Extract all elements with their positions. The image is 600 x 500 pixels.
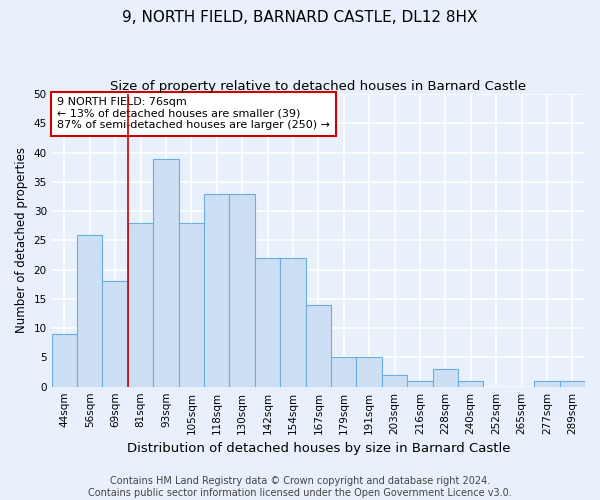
X-axis label: Distribution of detached houses by size in Barnard Castle: Distribution of detached houses by size … — [127, 442, 510, 455]
Bar — [560, 381, 585, 386]
Bar — [153, 158, 179, 386]
Bar — [204, 194, 229, 386]
Bar — [229, 194, 255, 386]
Bar — [356, 358, 382, 386]
Bar — [280, 258, 305, 386]
Bar — [407, 381, 433, 386]
Text: 9 NORTH FIELD: 76sqm
← 13% of detached houses are smaller (39)
87% of semi-detac: 9 NORTH FIELD: 76sqm ← 13% of detached h… — [57, 97, 330, 130]
Title: Size of property relative to detached houses in Barnard Castle: Size of property relative to detached ho… — [110, 80, 526, 93]
Bar — [305, 305, 331, 386]
Bar — [128, 223, 153, 386]
Bar — [179, 223, 204, 386]
Bar — [103, 282, 128, 387]
Bar — [534, 381, 560, 386]
Bar — [458, 381, 484, 386]
Bar — [77, 234, 103, 386]
Text: 9, NORTH FIELD, BARNARD CASTLE, DL12 8HX: 9, NORTH FIELD, BARNARD CASTLE, DL12 8HX — [122, 10, 478, 25]
Bar — [331, 358, 356, 386]
Text: Contains HM Land Registry data © Crown copyright and database right 2024.
Contai: Contains HM Land Registry data © Crown c… — [88, 476, 512, 498]
Y-axis label: Number of detached properties: Number of detached properties — [15, 148, 28, 334]
Bar — [433, 369, 458, 386]
Bar — [52, 334, 77, 386]
Bar — [255, 258, 280, 386]
Bar — [382, 375, 407, 386]
